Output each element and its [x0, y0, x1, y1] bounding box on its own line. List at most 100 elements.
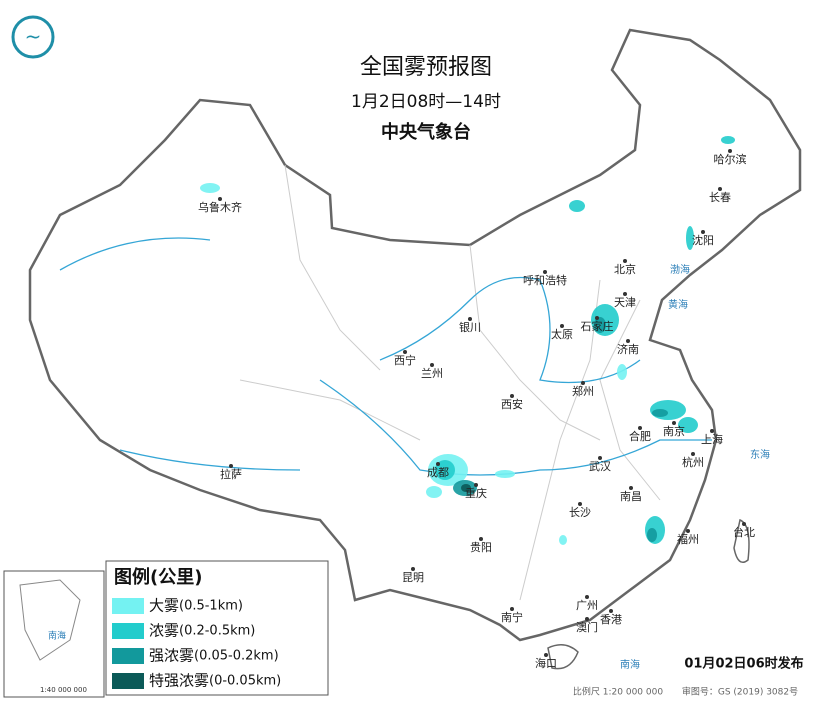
fog-patch: [200, 183, 220, 193]
city-dot: [742, 522, 746, 526]
city-label: 南宁: [501, 610, 523, 624]
sea-label: 渤海: [670, 263, 690, 276]
city-dot: [598, 456, 602, 460]
legend-range: (0.2-0.5km): [179, 624, 255, 639]
fog-patch: [594, 317, 606, 333]
fog-patch: [721, 136, 735, 144]
fog-patch: [652, 409, 668, 417]
legend-swatch: [112, 673, 144, 689]
fog-patch: [495, 470, 515, 478]
fog-patch: [617, 364, 627, 380]
city-label: 上海: [701, 432, 723, 446]
city-dot: [728, 149, 732, 153]
sea-label: 黄海: [668, 298, 688, 311]
city-dot: [581, 381, 585, 385]
city-dot: [560, 324, 564, 328]
city-dot: [430, 363, 434, 367]
sea-label: 东海: [750, 448, 770, 461]
city-label: 长沙: [569, 506, 591, 519]
city-dot: [578, 502, 582, 506]
city-dot: [510, 607, 514, 611]
fog-patch: [426, 486, 442, 498]
city-label: 西安: [501, 397, 523, 411]
city-dot: [479, 537, 483, 541]
fog-patch: [686, 226, 694, 250]
legend-label: 浓雾: [149, 622, 179, 640]
city-dot: [718, 187, 722, 191]
city-label: 沈阳: [692, 233, 714, 247]
fog-patch: [559, 535, 567, 545]
city-dot: [672, 421, 676, 425]
city-label: 拉萨: [220, 467, 242, 481]
issued-time: 01月02日06时发布: [684, 656, 803, 672]
city-dot: [585, 595, 589, 599]
city-label: 哈尔滨: [714, 152, 747, 166]
city-label: 北京: [614, 262, 636, 276]
legend-label: 强浓雾: [149, 647, 194, 665]
fog-patch: [461, 484, 471, 492]
city-dot: [411, 567, 415, 571]
issuer: 中央气象台: [381, 121, 471, 143]
city-dot: [510, 394, 514, 398]
legend-label: 大雾: [149, 597, 179, 615]
city-label: 澳门: [576, 620, 598, 634]
legend-swatch: [112, 648, 144, 664]
city-dot: [218, 197, 222, 201]
city-dot: [623, 259, 627, 263]
city-label: 成都: [427, 466, 449, 479]
city-label: 福州: [677, 532, 699, 546]
hainan: [547, 644, 579, 670]
city-dot: [710, 429, 714, 433]
rivers: [59, 237, 712, 476]
city-dot: [474, 483, 478, 487]
legend-range: (0.05-0.2km): [194, 649, 279, 664]
city-label: 长春: [709, 191, 731, 204]
city-label: 石家庄: [581, 319, 614, 333]
city-dot: [691, 452, 695, 456]
city-label: 南昌: [620, 490, 642, 503]
city-label: 南京: [663, 424, 685, 438]
legend-swatch: [112, 598, 144, 614]
city-dot: [229, 464, 233, 468]
approval-number: 审图号：GS (2019) 3082号: [682, 686, 798, 698]
city-label: 银川: [459, 320, 481, 334]
city-label: 昆明: [402, 571, 424, 584]
legend-label: 特强浓雾: [149, 672, 209, 690]
city-label: 济南: [617, 342, 639, 356]
city-label: 合肥: [629, 429, 651, 443]
inset-sea: 南海: [48, 630, 66, 642]
fog-patch: [569, 200, 585, 212]
legend-swatch: [112, 623, 144, 639]
city-dot: [626, 339, 630, 343]
city-label: 天津: [614, 296, 636, 309]
city-dot: [629, 486, 633, 490]
city-label: 杭州: [682, 455, 704, 469]
inset-map: [19, 579, 81, 661]
city-label: 武汉: [589, 460, 611, 473]
legend-title: 图例(公里): [114, 566, 202, 588]
city-label: 贵阳: [470, 541, 492, 554]
fog-patch: [678, 417, 698, 433]
title: 全国雾预报图: [360, 55, 492, 80]
city-label: 海口: [535, 656, 557, 670]
city-dot: [544, 653, 548, 657]
map-scale: 比例尺 1:20 000 000: [573, 686, 663, 698]
city-dot: [403, 350, 407, 354]
city-label: 乌鲁木齐: [198, 200, 242, 214]
china-outline: [28, 28, 802, 642]
city-dot: [595, 316, 599, 320]
city-dot: [585, 617, 589, 621]
city-dot: [686, 529, 690, 533]
legend-range: (0.5-1km): [179, 599, 243, 614]
city-label: 兰州: [421, 367, 443, 380]
logo-mark: ~: [25, 25, 42, 49]
fog-patch: [647, 528, 657, 542]
city-label: 郑州: [572, 384, 594, 398]
city-dot: [623, 292, 627, 296]
city-dot: [701, 230, 705, 234]
city-dot: [543, 270, 547, 274]
time-range: 1月2日08时—14时: [351, 92, 501, 112]
city-dot: [609, 609, 613, 613]
